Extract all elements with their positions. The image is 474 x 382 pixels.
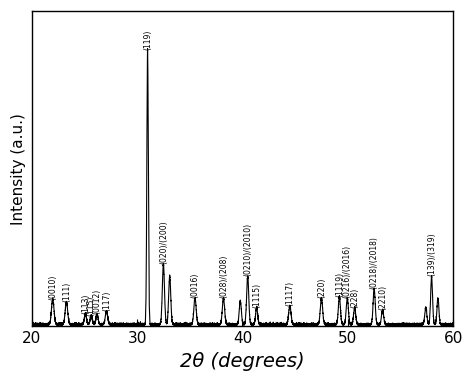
Y-axis label: Intensity (a.u.): Intensity (a.u.) xyxy=(11,113,26,225)
Text: (220): (220) xyxy=(317,278,326,298)
Text: (117): (117) xyxy=(102,291,111,311)
Text: (0218)/(2018): (0218)/(2018) xyxy=(370,236,379,289)
Text: (0210)/(2010): (0210)/(2010) xyxy=(243,223,252,276)
Text: (1115): (1115) xyxy=(252,283,261,308)
Text: (115): (115) xyxy=(87,295,96,316)
Text: (0016): (0016) xyxy=(191,273,200,298)
Text: (113): (113) xyxy=(81,293,90,314)
Text: (0216)/(2016): (0216)/(2016) xyxy=(343,245,352,298)
X-axis label: 2θ (degrees): 2θ (degrees) xyxy=(180,352,305,371)
Text: (0012): (0012) xyxy=(92,289,101,314)
Text: (1117): (1117) xyxy=(285,280,294,306)
Text: (020)/(200): (020)/(200) xyxy=(159,220,168,264)
Text: (0010): (0010) xyxy=(48,274,57,299)
Text: (139)/(319): (139)/(319) xyxy=(427,233,436,276)
Text: (228): (228) xyxy=(350,288,359,308)
Text: (1119): (1119) xyxy=(335,272,344,297)
Text: (028)/(208): (028)/(208) xyxy=(219,255,228,298)
Text: (111): (111) xyxy=(62,282,71,302)
Text: (2210): (2210) xyxy=(378,285,387,310)
Text: (119): (119) xyxy=(143,30,152,50)
